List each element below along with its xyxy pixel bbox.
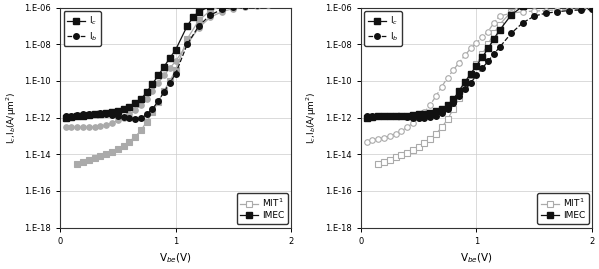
X-axis label: V$_{be}$(V): V$_{be}$(V)	[159, 251, 192, 265]
Y-axis label: I$_c$,I$_b$(A/μm$^2$): I$_c$,I$_b$(A/μm$^2$)	[305, 91, 319, 144]
Y-axis label: I$_c$,I$_b$(A/μm$^2$): I$_c$,I$_b$(A/μm$^2$)	[4, 91, 19, 144]
Legend: MIT$^1$, IMEC: MIT$^1$, IMEC	[537, 193, 589, 224]
X-axis label: V$_{be}$(V): V$_{be}$(V)	[460, 251, 493, 265]
Legend: MIT$^1$, IMEC: MIT$^1$, IMEC	[237, 193, 288, 224]
